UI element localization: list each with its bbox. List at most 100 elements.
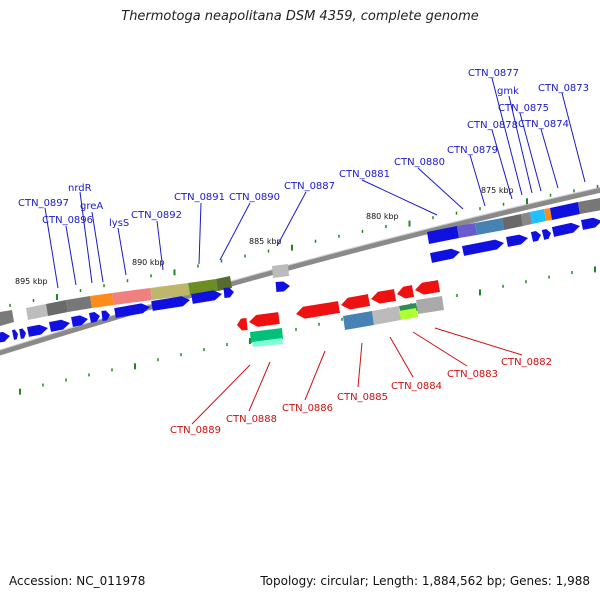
leader-line <box>491 77 523 196</box>
cog-feature <box>252 338 283 347</box>
gene-label: CTN_0888 <box>226 414 277 425</box>
gene-label: greA <box>80 201 103 212</box>
scale-labels: 895 kbp 890 kbp 885 kbp 880 kbp 875 kbp <box>15 186 514 286</box>
leader-line <box>491 129 513 200</box>
scale-label: 875 kbp <box>481 186 514 195</box>
cog-feature <box>112 288 152 305</box>
gene-arrow <box>71 315 88 327</box>
gene-arrow <box>49 319 70 332</box>
gene-label: CTN_0875 <box>498 103 549 114</box>
leader-line <box>540 128 559 189</box>
cog-feature-row-forward <box>0 198 600 326</box>
cog-feature <box>530 209 546 224</box>
gene-label: CTN_0873 <box>538 83 589 94</box>
gene-arrow <box>530 231 541 242</box>
gene-label: CTN_0880 <box>394 157 445 168</box>
gene-label: CTN_0886 <box>282 403 333 414</box>
gene-label: gmk <box>497 86 519 97</box>
outer-scale-ticks <box>9 184 599 307</box>
cog-feature <box>90 293 114 308</box>
leader-line <box>219 202 251 261</box>
leader-line <box>417 167 464 210</box>
gene-label: CTN_0882 <box>501 357 552 368</box>
gene-label: CTN_0881 <box>339 169 390 180</box>
gene-label: CTN_0890 <box>229 192 280 203</box>
cog-feature <box>544 208 552 221</box>
cog-feature <box>150 283 190 300</box>
gene-arrow <box>114 303 150 318</box>
forward-strand-genes <box>0 217 600 343</box>
gene-arrow <box>415 280 440 295</box>
gene-label: CTN_0892 <box>131 210 182 221</box>
gene-label: lysS <box>109 218 129 229</box>
gene-arrow <box>19 328 26 339</box>
cog-feature <box>427 226 459 244</box>
leader-line <box>508 95 533 194</box>
gene-arrow <box>275 281 290 292</box>
leader-line <box>389 336 414 378</box>
topology-label: Topology: circular; Length: 1,884,562 bp… <box>260 574 590 588</box>
leader-line <box>561 92 586 183</box>
cog-feature <box>475 218 504 235</box>
gene-arrow <box>506 234 528 247</box>
reverse-gene-labels: CTN_0889 CTN_0888 CTN_0886 CTN_0885 CTN_… <box>170 327 552 436</box>
cog-feature <box>0 310 14 326</box>
gene-arrow <box>27 324 48 337</box>
leader-line <box>276 191 307 247</box>
cog-feature <box>372 306 401 325</box>
leader-line <box>44 207 59 289</box>
scale-label: 895 kbp <box>15 277 48 286</box>
gene-arrow <box>462 239 504 256</box>
cog-feature <box>550 202 580 220</box>
gene-label: CTN_0883 <box>447 369 498 380</box>
cog-feature <box>46 300 68 316</box>
leader-line <box>519 112 542 192</box>
genome-title: Thermotoga neapolitana DSM 4359, complet… <box>121 9 479 24</box>
gene-label: CTN_0887 <box>284 181 335 192</box>
gene-arrow <box>551 222 580 237</box>
gene-label: CTN_0897 <box>18 198 69 209</box>
gene-label: CTN_0891 <box>174 192 225 203</box>
cog-feature <box>216 276 232 291</box>
gene-arrow <box>151 296 190 311</box>
reverse-strand-genes <box>237 280 440 331</box>
leader-line <box>434 327 523 356</box>
gene-arrow <box>191 290 222 304</box>
leader-line <box>304 350 326 401</box>
gene-arrow <box>397 285 415 299</box>
gene-label: CTN_0896 <box>42 215 93 226</box>
gene-arrow <box>541 229 551 240</box>
cog-feature-row-reverse <box>250 296 444 347</box>
leader-line <box>191 364 251 425</box>
leader-line <box>361 179 438 216</box>
gene-arrow <box>89 312 100 323</box>
gene-arrow <box>249 312 280 327</box>
cog-feature <box>578 198 600 214</box>
gene-label: CTN_0884 <box>391 381 442 392</box>
accession-label: Accession: NC_011978 <box>9 574 146 588</box>
gene-arrow <box>371 289 396 304</box>
forward-gene-labels: CTN_0897 nrdR CTN_0896 greA lysS CTN_089… <box>18 68 589 289</box>
cog-feature <box>457 223 477 238</box>
cog-feature <box>66 296 92 312</box>
gene-label: nrdR <box>68 183 92 194</box>
leader-line <box>198 202 202 265</box>
leader-line <box>248 361 271 412</box>
leader-line <box>469 154 486 207</box>
leader-line <box>117 227 127 276</box>
gene-arrow <box>296 301 340 319</box>
gene-label: CTN_0889 <box>170 425 221 436</box>
gene-arrow <box>223 287 234 298</box>
cog-feature <box>399 308 418 320</box>
scale-label: 880 kbp <box>366 212 399 221</box>
leader-line <box>79 191 93 284</box>
gene-arrow <box>237 318 248 331</box>
cog-feature <box>343 311 374 330</box>
inner-scale-ticks <box>19 266 596 395</box>
gene-arrow <box>341 294 371 310</box>
cog-feature <box>272 264 289 278</box>
gene-label: CTN_0878 <box>467 120 518 131</box>
leader-line <box>357 342 363 388</box>
